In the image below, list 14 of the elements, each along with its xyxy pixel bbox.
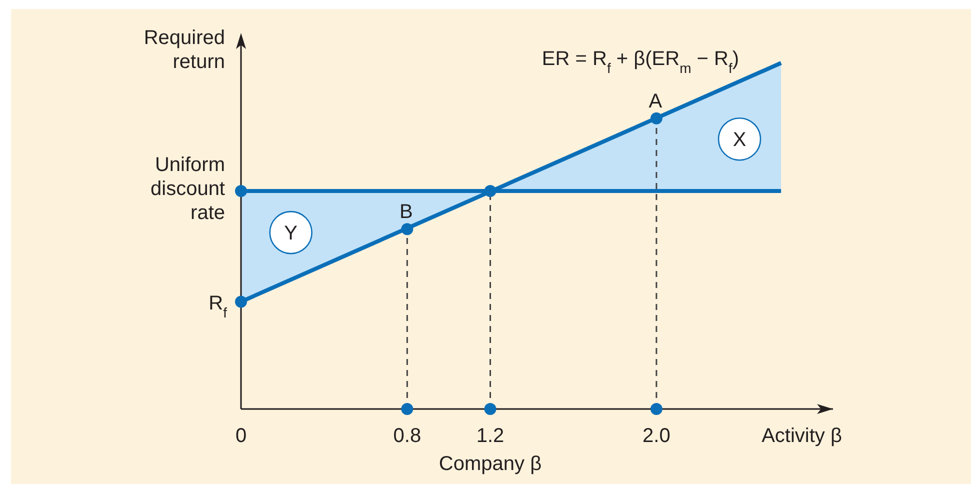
x-tick-label: 2.0 [642, 425, 670, 447]
x-tick-label: 1.2 [476, 425, 504, 447]
annotation: B [400, 201, 413, 224]
annotation: Y [284, 222, 298, 245]
x-axis-title: Activity β [762, 425, 842, 447]
annotation: A [648, 90, 663, 112]
annotation: Company β [438, 453, 542, 475]
series-label: ER = R$_{f}$ + β(ER$_{m}$ − R$_{f}$) [542, 48, 740, 76]
series-label: Uniform discount rate [150, 154, 226, 224]
annotation: R$_{f}$ [208, 292, 228, 321]
annotation: X [732, 129, 746, 152]
x-tick-label: 0 [235, 425, 247, 447]
x-tick-label: 0.8 [393, 425, 422, 447]
y-axis-title: Required return [144, 27, 225, 73]
